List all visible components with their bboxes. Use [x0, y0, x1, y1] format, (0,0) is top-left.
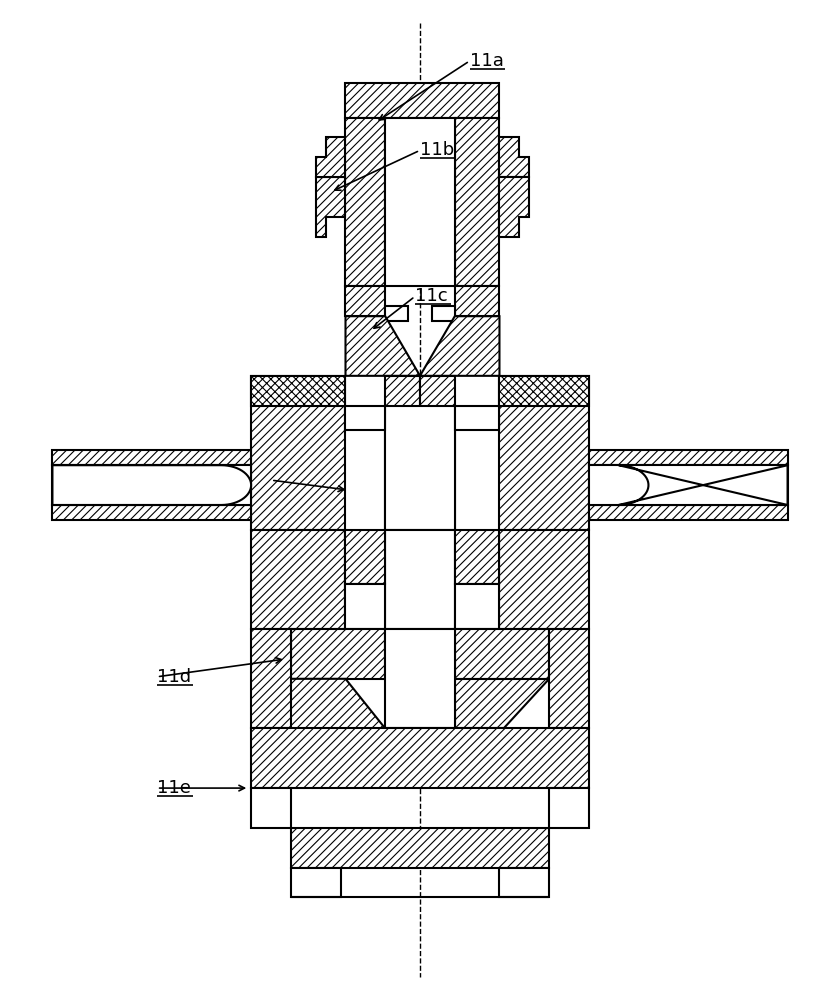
Polygon shape [291, 679, 386, 728]
Polygon shape [345, 406, 386, 430]
Polygon shape [589, 450, 788, 465]
Polygon shape [619, 465, 788, 505]
Polygon shape [454, 118, 500, 286]
Polygon shape [291, 629, 386, 679]
Polygon shape [345, 118, 386, 286]
Polygon shape [251, 728, 589, 788]
Polygon shape [454, 406, 500, 430]
Polygon shape [386, 530, 454, 629]
Polygon shape [251, 376, 345, 530]
Polygon shape [291, 828, 549, 868]
Polygon shape [432, 306, 454, 321]
Polygon shape [316, 137, 345, 177]
Polygon shape [291, 868, 340, 897]
Polygon shape [345, 584, 386, 629]
Polygon shape [420, 376, 454, 530]
Polygon shape [454, 286, 500, 316]
Polygon shape [52, 465, 251, 505]
Polygon shape [251, 629, 291, 728]
Polygon shape [500, 376, 589, 406]
Polygon shape [454, 679, 549, 728]
Polygon shape [345, 286, 386, 316]
Polygon shape [251, 788, 291, 828]
Polygon shape [52, 450, 251, 465]
Text: 11e: 11e [157, 779, 191, 797]
Polygon shape [52, 465, 251, 505]
Polygon shape [386, 629, 454, 728]
Text: 11c: 11c [415, 287, 448, 305]
Text: 11b: 11b [420, 141, 454, 159]
Polygon shape [386, 306, 408, 321]
Polygon shape [549, 788, 589, 828]
Polygon shape [251, 376, 345, 406]
Polygon shape [345, 83, 500, 118]
Text: 11d: 11d [157, 668, 191, 686]
Polygon shape [345, 530, 386, 584]
Polygon shape [386, 406, 454, 530]
Polygon shape [500, 177, 529, 237]
Polygon shape [52, 505, 251, 520]
Polygon shape [500, 376, 589, 530]
Polygon shape [500, 868, 549, 897]
Polygon shape [386, 376, 420, 530]
Polygon shape [549, 629, 589, 728]
Polygon shape [500, 137, 529, 177]
Polygon shape [454, 584, 500, 629]
Polygon shape [589, 465, 788, 505]
Polygon shape [316, 177, 345, 237]
Polygon shape [454, 629, 549, 679]
Polygon shape [500, 530, 589, 629]
Polygon shape [454, 530, 500, 584]
Polygon shape [420, 316, 500, 376]
Polygon shape [345, 316, 420, 376]
Polygon shape [386, 118, 454, 286]
Polygon shape [251, 530, 345, 629]
Text: 11a: 11a [470, 52, 503, 70]
Polygon shape [589, 505, 788, 520]
